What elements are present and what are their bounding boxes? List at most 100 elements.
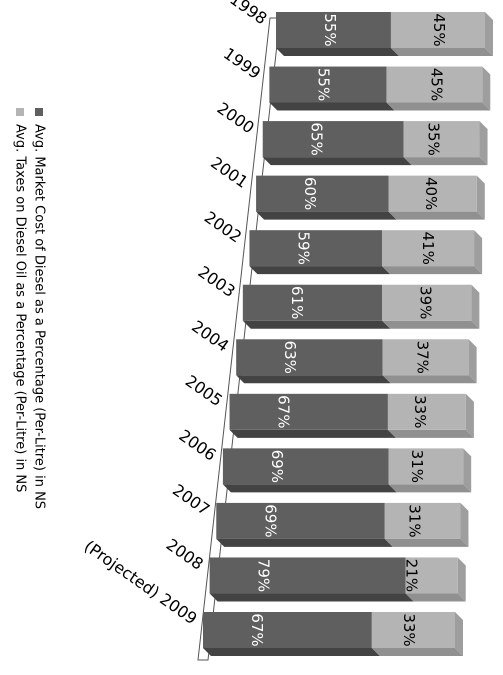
bar-market-cost [249, 230, 382, 267]
bar-taxes-bottom-face [390, 48, 493, 56]
bar-end-face [474, 230, 483, 275]
bar-market-cost-bottom-face [229, 429, 396, 438]
bar-row: 69% 31% [216, 502, 469, 547]
bar-taxes-bottom-face [403, 157, 488, 166]
category-label: 2000 [214, 98, 258, 137]
data-label-market-cost: 61% [288, 286, 306, 319]
bar-taxes-bottom-face [381, 266, 483, 275]
bar-taxes [386, 66, 483, 103]
data-label-taxes: 45% [430, 13, 448, 46]
data-label-taxes: 31% [405, 504, 423, 537]
category-label: 2008 [163, 535, 207, 574]
bar-market-cost [216, 502, 385, 539]
bar-taxes-bottom-face [388, 484, 472, 493]
bar-market-cost-bottom-face [209, 593, 414, 602]
category-label: 2006 [175, 426, 219, 465]
bar-taxes [381, 230, 475, 267]
category-label: 2003 [195, 262, 239, 301]
bar-taxes-bottom-face [388, 211, 485, 220]
data-label-taxes: 31% [408, 450, 426, 483]
data-label-taxes: 39% [416, 286, 434, 319]
legend-label: Avg. Market Cost of Diesel as a Percenta… [32, 124, 47, 509]
bar-end-face [460, 502, 469, 547]
bar-end-face [485, 12, 493, 56]
bar-market-cost [236, 339, 383, 376]
bar-market-cost [276, 12, 391, 48]
bar-market-cost [209, 557, 406, 594]
bar-taxes-bottom-face [371, 648, 463, 656]
bar-end-face [455, 612, 463, 656]
data-label-market-cost: 60% [301, 177, 319, 210]
data-label-market-cost: 69% [268, 450, 286, 483]
data-label-market-cost: 67% [248, 613, 266, 646]
legend-label: Avg. Taxes on Diesel Oil as a Percentage… [13, 124, 28, 492]
legend-swatch [35, 108, 43, 116]
bar-market-cost [203, 612, 372, 648]
bar-taxes [390, 12, 485, 48]
legend-swatch [16, 108, 24, 116]
bar-taxes [382, 339, 469, 376]
bar-end-face [482, 66, 491, 111]
data-label-taxes: 35% [425, 122, 443, 155]
data-label-taxes: 33% [411, 395, 429, 428]
bar-taxes [387, 393, 466, 430]
bar-market-cost [256, 175, 389, 212]
bar-row: 79% 21% [209, 557, 466, 602]
bar-end-face [471, 284, 480, 329]
data-label-taxes: 40% [422, 177, 440, 210]
bar-market-cost-bottom-face [262, 157, 412, 166]
bar-taxes [405, 557, 458, 594]
data-label-market-cost: 65% [308, 122, 326, 155]
bar-market-cost [269, 66, 387, 103]
bar-taxes-bottom-face [382, 320, 480, 329]
category-label: 2001 [207, 153, 251, 192]
category-label: 2004 [188, 317, 232, 356]
category-label: 2005 [182, 371, 226, 410]
bar-end-face [465, 393, 474, 438]
bar-market-cost-bottom-face [276, 48, 399, 56]
bar-taxes [371, 612, 455, 648]
data-label-taxes: 21% [403, 559, 421, 592]
category-label: 1999 [220, 44, 264, 83]
bar-end-face [476, 175, 485, 220]
bar-market-cost-bottom-face [249, 266, 390, 275]
bar-market-cost-bottom-face [203, 648, 380, 656]
bar-taxes [388, 448, 464, 485]
bar-row: 61% 39% [242, 284, 480, 329]
bar-row: 65% 35% [262, 121, 488, 166]
data-label-taxes: 45% [427, 68, 445, 101]
data-label-market-cost: 55% [314, 68, 332, 101]
bar-row: 55% 45% [276, 12, 493, 56]
bar-taxes-bottom-face [386, 102, 491, 111]
data-label-market-cost: 63% [281, 341, 299, 374]
bar-taxes [388, 175, 477, 212]
bar-market-cost-bottom-face [269, 102, 395, 111]
bar-market-cost-bottom-face [256, 211, 397, 220]
bar-row: 67% 33% [203, 612, 463, 656]
bar-market-cost [262, 121, 404, 158]
data-label-market-cost: 69% [261, 504, 279, 537]
data-label-market-cost: 79% [255, 559, 273, 592]
bar-taxes [384, 502, 461, 539]
bar-row: 59% 41% [249, 230, 483, 275]
legend: Avg. Market Cost of Diesel as a Percenta… [13, 108, 47, 509]
bar-market-cost-bottom-face [242, 320, 391, 329]
data-label-market-cost: 67% [275, 395, 293, 428]
bar-row: 67% 33% [229, 393, 474, 438]
bar-taxes-bottom-face [387, 429, 474, 438]
data-label-market-cost: 55% [321, 13, 339, 46]
bar-end-face [457, 557, 466, 602]
data-label-taxes: 41% [419, 232, 437, 265]
bar-end-face [463, 448, 472, 493]
bar-end-face [479, 121, 488, 166]
bar-taxes-bottom-face [384, 538, 469, 547]
data-label-market-cost: 59% [294, 232, 312, 265]
category-label: 2002 [201, 208, 245, 247]
bar-row: 55% 45% [269, 66, 491, 111]
bars: 55% 45% 55% 45% 65% 35% 60% 40% 59% 41% 61% 39% 63% 3… [203, 12, 493, 656]
category-label: 2007 [169, 480, 213, 519]
bar-end-face [468, 339, 477, 384]
bar-taxes [382, 284, 472, 321]
data-label-taxes: 33% [400, 613, 418, 646]
